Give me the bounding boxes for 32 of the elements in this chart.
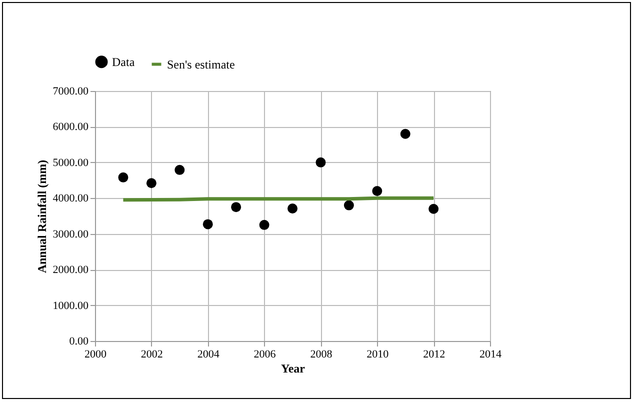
point (202, 219, 213, 230)
legend-label: Sen's estimate (167, 57, 235, 72)
point (428, 204, 439, 214)
x-tick-label: 2010 (366, 348, 390, 360)
x-tick-label: 2008 (310, 348, 333, 360)
y-tick-label: 1000.00 (52, 300, 89, 312)
point (146, 178, 156, 188)
y-tick-label: 6000.00 (52, 121, 89, 134)
point (231, 202, 242, 212)
legend-label: Data (112, 54, 136, 69)
y-tick-label: 0.00 (69, 336, 89, 348)
x-tick-label: 2006 (254, 348, 276, 360)
x-tick-label: 2004 (197, 348, 220, 360)
point (344, 200, 354, 210)
point (288, 204, 298, 214)
point (316, 157, 326, 168)
point (259, 220, 270, 230)
x-tick-label: 2000 (84, 348, 107, 360)
x-tick-label: 2012 (423, 348, 446, 360)
y-tick-label: 2000.00 (52, 264, 89, 276)
x-tick-label: 2014 (480, 348, 502, 360)
y-tick-label: 4000.00 (52, 192, 89, 205)
x-axis-title: Year (281, 362, 306, 376)
y-axis-title: Annual Rainfall (mm) (34, 160, 49, 274)
point (400, 128, 410, 139)
point (118, 172, 128, 182)
y-tick-label: 5000.00 (52, 156, 89, 169)
y-tick-label: 7000.00 (52, 86, 89, 98)
point (372, 186, 382, 196)
x-tick-label: 2002 (140, 348, 163, 360)
point (174, 164, 185, 175)
y-tick-label: 3000.00 (52, 228, 89, 240)
